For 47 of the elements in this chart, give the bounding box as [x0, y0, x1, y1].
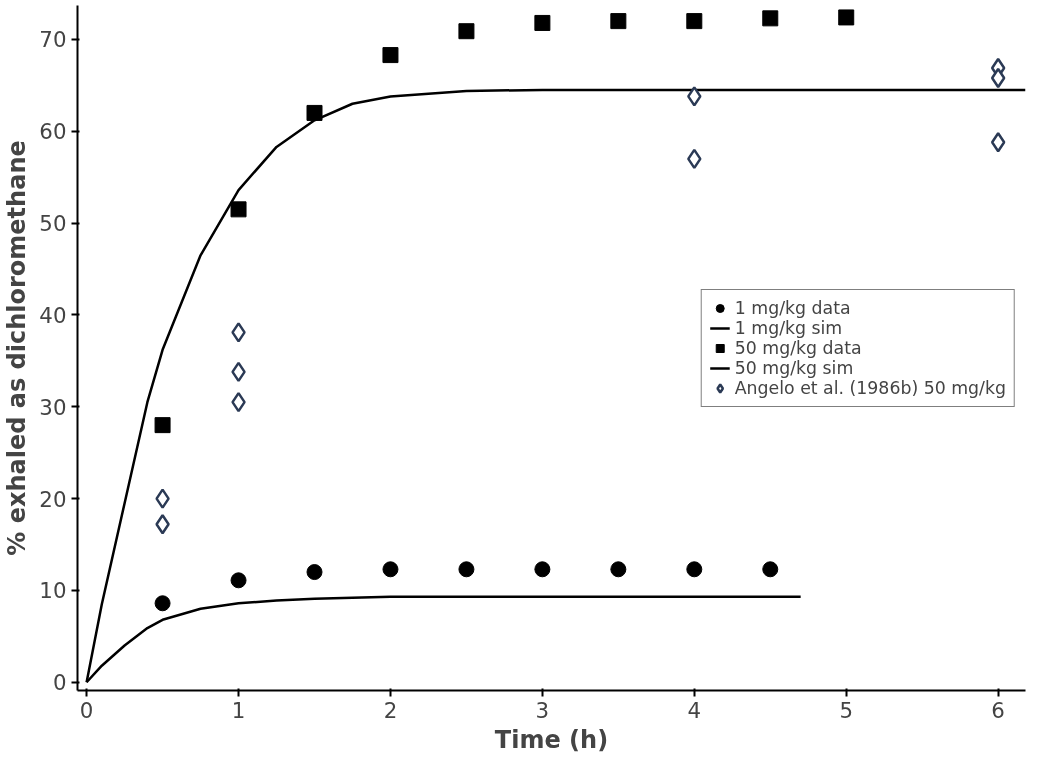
point [230, 572, 247, 589]
y-tick-label: 50 [39, 211, 67, 237]
point [155, 514, 170, 535]
y-axis-title: % exhaled as dichloromethane [3, 140, 32, 556]
x-tick-label: 2 [383, 697, 398, 723]
legend-label: 1 mg/kg data [734, 297, 851, 318]
point [534, 14, 551, 31]
point [990, 132, 1006, 153]
point [458, 561, 475, 578]
y-tick-label: 30 [39, 394, 67, 420]
legend-label: Angelo et al. (1986b) 50 mg/kg [734, 377, 1006, 398]
x-tick-label: 0 [79, 697, 94, 723]
point [155, 488, 170, 509]
point [154, 417, 171, 434]
point [306, 564, 323, 581]
y-tick-label: 70 [39, 27, 67, 53]
point [230, 201, 247, 218]
y-tick-label: 60 [39, 119, 67, 145]
legend-label: 50 mg/kg data [734, 337, 862, 358]
point [686, 561, 703, 578]
y-tick-label: 20 [39, 486, 67, 512]
point [306, 104, 323, 121]
point [231, 322, 246, 343]
x-tick-label: 6 [991, 697, 1005, 723]
point [458, 23, 475, 40]
x-tick-label: 4 [687, 697, 702, 723]
legend-label: 50 mg/kg sim [734, 357, 854, 378]
x-tick-label: 1 [231, 697, 246, 723]
point [762, 561, 779, 578]
point [610, 13, 627, 30]
point [382, 47, 399, 64]
point [762, 10, 779, 27]
x-tick-label: 3 [535, 697, 550, 723]
point [610, 561, 627, 578]
point [990, 67, 1006, 89]
point [687, 86, 702, 107]
point [382, 561, 399, 578]
legend-label: 1 mg/kg sim [734, 317, 843, 338]
x-tick-label: 5 [839, 697, 854, 723]
point [838, 9, 855, 26]
x-axis-title: Time (h) [494, 725, 609, 754]
point [534, 561, 551, 578]
y-tick-label: 10 [39, 578, 67, 604]
y-tick-label: 0 [52, 670, 67, 696]
point [686, 13, 703, 30]
point [154, 595, 171, 612]
y-tick-label: 40 [39, 302, 67, 328]
